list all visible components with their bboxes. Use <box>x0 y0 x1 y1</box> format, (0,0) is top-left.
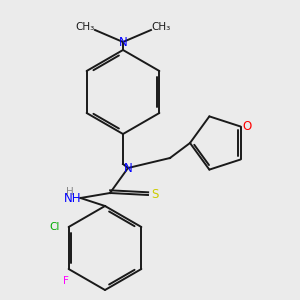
Text: CH₃: CH₃ <box>151 22 170 32</box>
Text: S: S <box>151 188 158 202</box>
Text: F: F <box>63 277 69 286</box>
Text: N: N <box>118 35 127 49</box>
Text: CH₃: CH₃ <box>76 22 95 32</box>
Text: Cl: Cl <box>49 222 60 232</box>
Text: N: N <box>124 161 132 175</box>
Text: NH: NH <box>64 191 82 205</box>
Text: H: H <box>66 187 74 197</box>
Text: O: O <box>242 120 251 133</box>
